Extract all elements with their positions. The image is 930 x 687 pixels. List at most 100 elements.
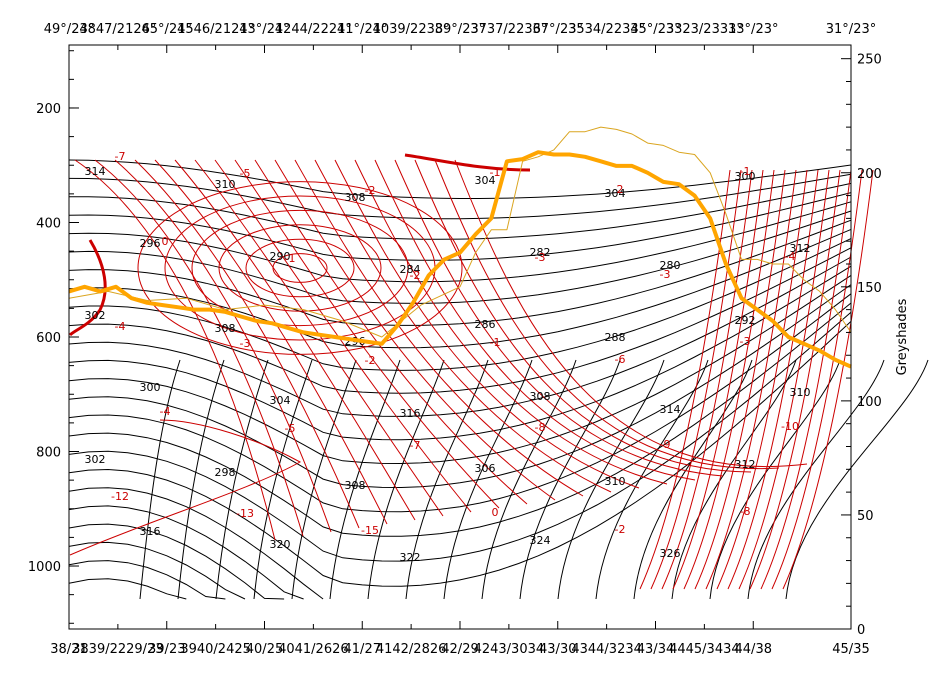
bottom-overlap-label: 3839/2229/23 [72, 642, 163, 657]
red-bold-contour [68, 239, 107, 337]
theta-contour-line [367, 359, 445, 600]
red-contour-label: -2 [365, 354, 376, 367]
bottom-tick-label: 41/27 [344, 642, 381, 657]
theta-contour-line [68, 219, 852, 326]
theta-contour-label: 304 [605, 187, 626, 200]
red-contour-line [434, 159, 780, 470]
red-contour-line [738, 169, 830, 590]
left-tick-label: 400 [36, 216, 61, 231]
red-contour-label: 0 [492, 506, 499, 519]
theta-contour-label: 314 [660, 403, 681, 416]
theta-contour-label: 324 [530, 534, 551, 547]
right-tick-label: 150 [857, 281, 882, 296]
red-contour-closed [218, 224, 382, 312]
red-contour-label: 2 [617, 183, 624, 196]
red-contour-line [454, 159, 808, 467]
red-contour-closed [272, 253, 328, 283]
theta-contour-label: 312 [790, 242, 811, 255]
red-contour-label: -6 [615, 353, 626, 366]
theta-contour-label: 326 [660, 547, 681, 560]
red-contour-line [154, 159, 388, 525]
red-contour-label: -3 [535, 251, 546, 264]
red-contour-line [274, 159, 556, 501]
red-contour-label: -9 [660, 438, 671, 451]
theta-contour-line [68, 238, 852, 371]
red-contour-label: -2 [365, 184, 376, 197]
bottom-overlap-label: 3940/2425 [180, 642, 251, 657]
bottom-overlap-label: 4041/2626 [278, 642, 349, 657]
theta-contour-line [139, 359, 181, 600]
top-tick-label: 31°/23° [826, 22, 876, 37]
red-contour-label: -1 [740, 165, 751, 178]
red-contour-line [74, 159, 276, 541]
top-overlap-label: 4546/2121° [177, 22, 254, 37]
theta-contour-label: 312 [735, 458, 756, 471]
red-contour-label: -3 [660, 268, 671, 281]
left-tick-label: 600 [36, 331, 61, 346]
theta-contour-line [595, 359, 709, 600]
red-contour-label: -4 [115, 320, 126, 333]
red-contour-label: -7 [410, 439, 421, 452]
theta-contour-label: 310 [215, 178, 236, 191]
theta-contour-line [68, 192, 852, 261]
red-contour-label: -2 [615, 523, 626, 536]
top-axis: 49°/23° 45°/21° 43°/21° 41°/21° 39°/23° 37°/2… [44, 22, 876, 53]
theta-contour-label: 316 [400, 407, 421, 420]
theta-contour-label: 282 [530, 246, 551, 259]
theta-contour-label: 300 [735, 170, 756, 183]
red-contour-line [214, 159, 472, 513]
top-tick-label: 37°/23° [533, 22, 583, 37]
red-contour-line [334, 159, 640, 489]
red-contour-label: -10 [781, 420, 799, 433]
red-contour-label: -15 [361, 524, 379, 537]
red-contour-label: -8 [740, 505, 751, 518]
red-contour-line [760, 169, 852, 590]
red-contour-label: -4 [785, 250, 796, 263]
theta-contour-lines [68, 159, 929, 600]
theta-contour-line [519, 359, 621, 600]
top-tick-label: 39°/23° [435, 22, 485, 37]
theta-contour-label: 300 [140, 381, 161, 394]
theta-contour-line [68, 201, 852, 283]
red-contour-line [727, 169, 819, 590]
theta-contour-line [68, 159, 852, 199]
right-tick-label: 100 [857, 395, 882, 410]
theta-contour-line [785, 359, 929, 600]
left-axis: 200 400 600 800 1000 [28, 50, 79, 624]
red-contour-line [174, 159, 416, 521]
theta-contour-label: 292 [735, 314, 756, 327]
series-line-thin [68, 126, 852, 338]
theta-contour-label: 306 [475, 462, 496, 475]
red-contour-line [394, 159, 724, 477]
right-tick-label: 50 [857, 509, 874, 524]
theta-contour-label: 308 [215, 322, 236, 335]
theta-contour-label: 308 [530, 390, 551, 403]
theta-contour-label: 308 [345, 479, 366, 492]
red-contour-label: -8 [535, 421, 546, 434]
red-contour-line [650, 169, 742, 590]
theta-contour-label: 320 [270, 538, 291, 551]
theta-contour-line [68, 311, 852, 562]
top-tick-label: 35°/23° [630, 22, 680, 37]
theta-contour-line [68, 274, 852, 465]
theta-contour-line [68, 523, 285, 600]
theta-contour-label: 304 [475, 174, 496, 187]
bottom-overlap-label: 4344/3234 [571, 642, 642, 657]
right-tick-label: 0 [857, 623, 865, 638]
bottom-tick-label: 38/21 [50, 642, 87, 657]
red-contour-line [782, 169, 874, 590]
red-contour-label: -3 [740, 335, 751, 348]
red-contour-line [661, 169, 753, 590]
series-line-thick [68, 150, 852, 369]
red-contour-lines [69, 159, 874, 590]
left-tick-label: 200 [36, 102, 61, 117]
top-overlap-label: 3737/2236° [470, 22, 547, 37]
red-contour-closed [191, 209, 409, 327]
bottom-overlap-label: 4142/2826 [376, 642, 447, 657]
theta-contour-line [68, 293, 852, 513]
theta-contour-label: 304 [270, 394, 291, 407]
red-contour-label: -1 [490, 336, 501, 349]
theta-contour-label: 290 [270, 250, 291, 263]
theta-contour-label: 296 [140, 237, 161, 250]
theta-contour-label: 284 [400, 263, 421, 276]
